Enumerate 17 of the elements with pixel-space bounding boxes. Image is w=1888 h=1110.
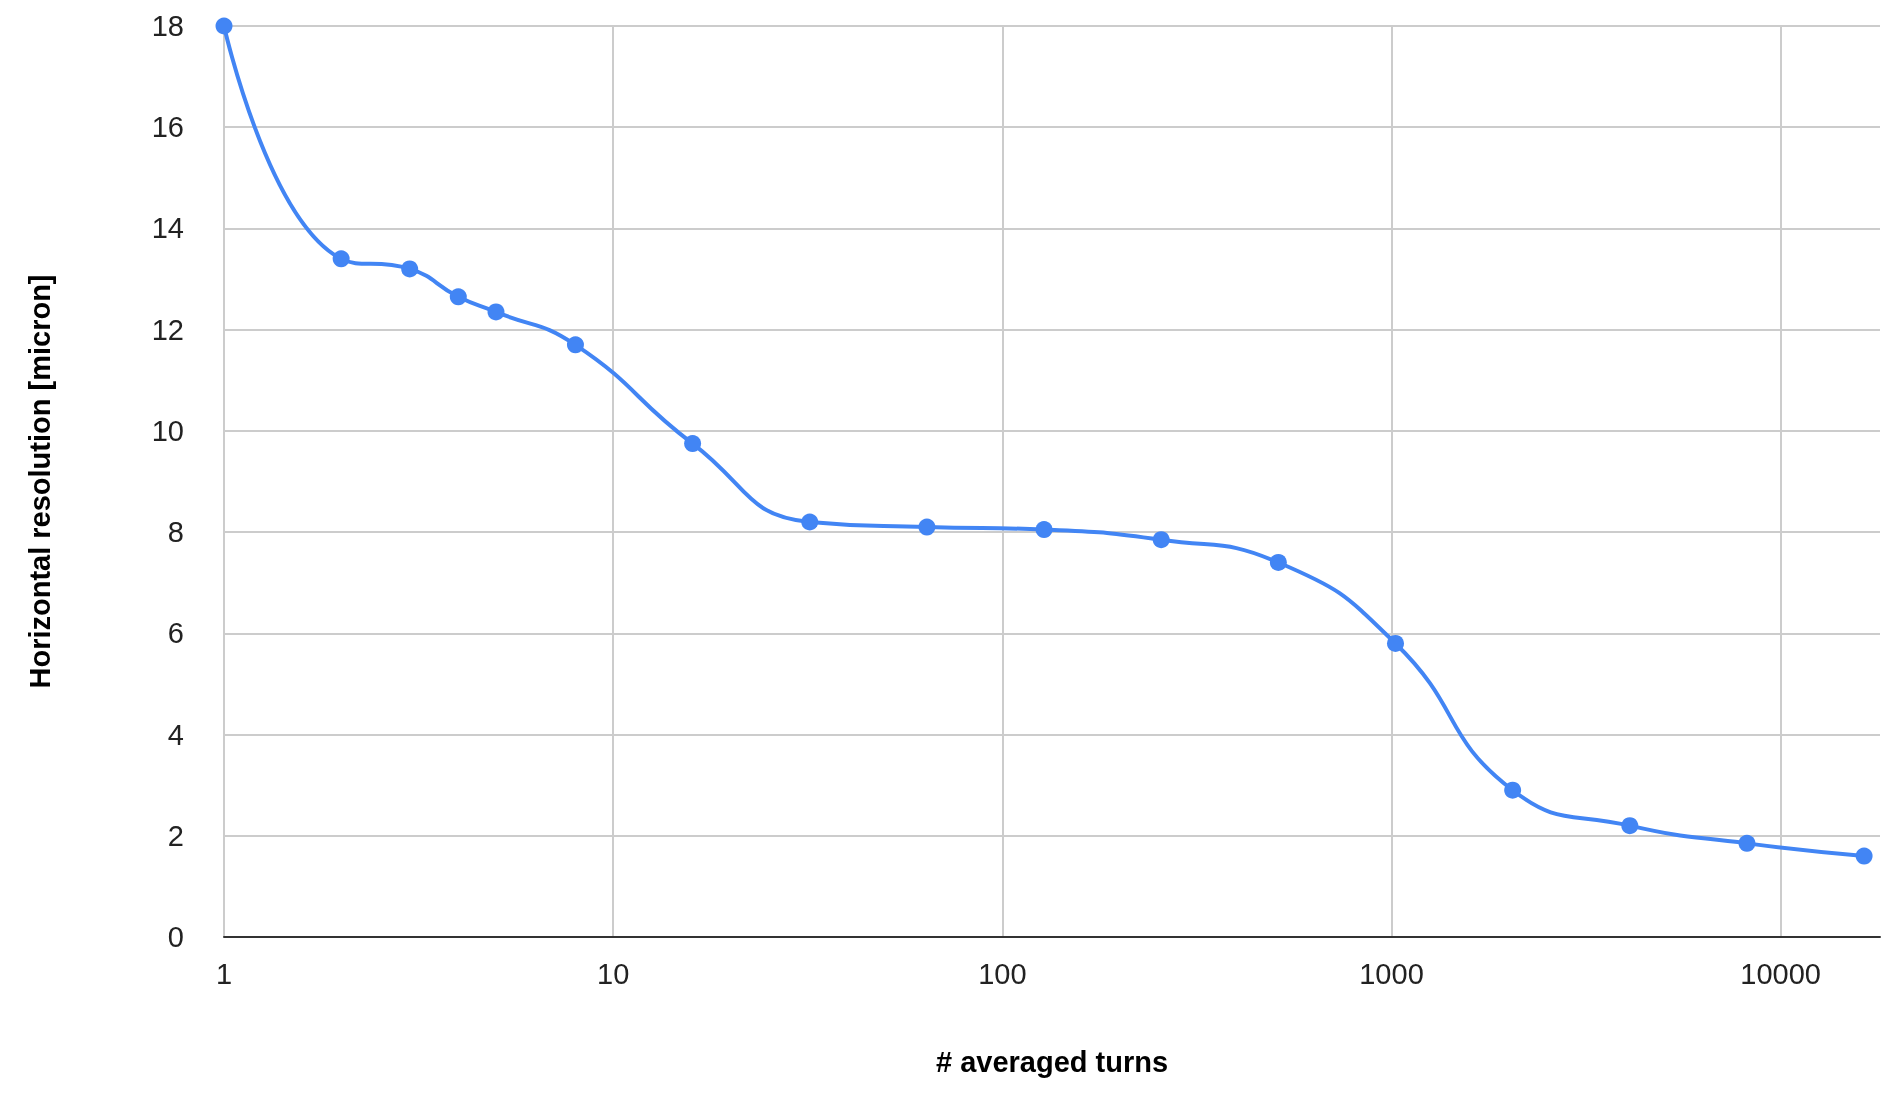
y-tick-label: 14 xyxy=(151,212,184,245)
x-tick-label: 100 xyxy=(978,957,1027,990)
x-tick-label: 1000 xyxy=(1359,957,1424,990)
x-tick-label: 10000 xyxy=(1740,957,1821,990)
y-tick-label: 10 xyxy=(151,414,184,447)
y-tick-label: 0 xyxy=(167,921,184,953)
y-tick-label: 8 xyxy=(167,516,184,549)
y-tick-label: 6 xyxy=(167,617,184,650)
y-tick-label: 18 xyxy=(151,10,184,42)
y-tick-label: 16 xyxy=(151,111,184,144)
y-tick-label: 12 xyxy=(151,313,184,346)
x-tick-label: 1 xyxy=(215,957,233,990)
y-tick-label: 4 xyxy=(167,718,184,751)
x-axis-title: # averaged turns xyxy=(935,1045,1169,1078)
x-tick-label: 10 xyxy=(597,957,630,990)
y-axis-title: Horizontal resolution [micron] xyxy=(23,274,56,689)
y-tick-label: 2 xyxy=(167,819,184,852)
